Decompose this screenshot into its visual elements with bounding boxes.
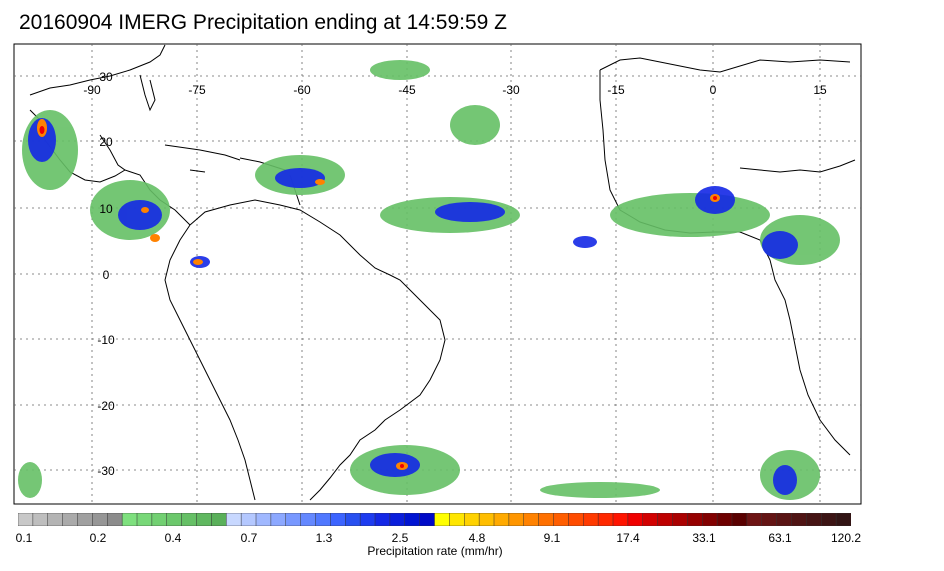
colorbar-tick-label: 33.1	[692, 531, 716, 545]
colorbar-swatch	[181, 513, 198, 526]
colorbar-swatch	[642, 513, 659, 526]
lon-label: -45	[398, 83, 416, 97]
colorbar-swatch	[300, 513, 317, 526]
colorbar-swatch	[523, 513, 540, 526]
precipitation-colorbar	[18, 513, 851, 526]
colorbar-swatch	[597, 513, 614, 526]
colorbar-tick-label: 1.3	[315, 531, 333, 545]
lat-label: -10	[97, 333, 115, 347]
colorbar-swatch	[166, 513, 183, 526]
colorbar-swatch	[404, 513, 421, 526]
colorbar-swatch	[136, 513, 153, 526]
colorbar-swatch	[419, 513, 436, 526]
colorbar-swatch	[226, 513, 242, 526]
colorbar-swatch	[627, 513, 644, 526]
colorbar-swatch	[835, 513, 851, 526]
colorbar-swatch	[657, 513, 674, 526]
colorbar-swatch	[508, 513, 525, 526]
colorbar-swatch	[716, 513, 733, 526]
colorbar-swatch	[211, 513, 227, 526]
colorbar-swatch	[478, 513, 495, 526]
colorbar-swatch	[389, 513, 406, 526]
colorbar-swatch	[612, 513, 629, 526]
precipitation-field	[18, 60, 840, 500]
lat-label: 20	[99, 135, 113, 149]
colorbar-swatch	[330, 513, 346, 526]
colorbar-tick-label: 0.7	[240, 531, 258, 545]
colorbar-tick-label: 17.4	[616, 531, 640, 545]
lon-label: 15	[813, 83, 827, 97]
colorbar-swatch	[776, 513, 793, 526]
lat-label: 30	[99, 70, 113, 84]
colorbar-tick-label: 0.4	[164, 531, 182, 545]
colorbar-swatch	[821, 513, 837, 526]
colorbar-swatch	[806, 513, 822, 526]
lat-label: 10	[99, 202, 113, 216]
colorbar-swatch	[196, 513, 212, 526]
lon-label: -90	[83, 83, 101, 97]
colorbar-swatch	[121, 513, 138, 526]
lon-label: 0	[710, 83, 717, 97]
colorbar-swatch	[270, 513, 287, 526]
colorbar-swatch	[434, 513, 450, 526]
colorbar-swatch	[493, 513, 510, 526]
colorbar-swatch	[374, 513, 391, 526]
colorbar-tick-label: 2.5	[391, 531, 409, 545]
colorbar-swatch	[345, 513, 361, 526]
colorbar-tick-label: 63.1	[768, 531, 792, 545]
lon-label: -15	[607, 83, 625, 97]
colorbar-swatch	[687, 513, 703, 526]
lon-label: -75	[188, 83, 206, 97]
colorbar-swatch	[702, 513, 718, 526]
lon-label: -60	[293, 83, 311, 97]
colorbar-swatch	[538, 513, 555, 526]
colorbar-swatch	[464, 513, 480, 526]
colorbar-swatch	[746, 513, 763, 526]
colorbar-swatch	[315, 513, 331, 526]
colorbar-tick-label: 9.1	[543, 531, 561, 545]
colorbar-tick-label: 0.1	[15, 531, 33, 545]
colorbar-swatch	[151, 513, 168, 526]
colorbar-swatch	[449, 513, 465, 526]
colorbar-swatch	[791, 513, 807, 526]
lat-label: 0	[103, 268, 110, 282]
colorbar-swatch	[285, 513, 302, 526]
map-gridlines	[14, 44, 861, 504]
colorbar-swatch	[255, 513, 272, 526]
colorbar-tick-label: 120.2	[830, 531, 862, 545]
lat-label: -20	[97, 399, 115, 413]
colorbar-swatch	[107, 513, 123, 526]
colorbar-tick-label: 0.2	[89, 531, 107, 545]
colorbar-swatch	[359, 513, 376, 526]
colorbar-swatch	[553, 513, 569, 526]
map-title: 20160904 IMERG Precipitation ending at 1…	[19, 11, 507, 34]
lat-label: -30	[97, 464, 115, 478]
colorbar-swatch	[62, 513, 79, 526]
colorbar-swatch	[77, 513, 93, 526]
colorbar-swatch	[240, 513, 257, 526]
colorbar-swatch	[568, 513, 584, 526]
colorbar-swatch	[731, 513, 748, 526]
colorbar-swatch	[18, 513, 34, 526]
colorbar-tick-label: 4.8	[468, 531, 486, 545]
lon-label: -30	[502, 83, 520, 97]
colorbar-swatch	[32, 513, 49, 526]
colorbar-swatch	[583, 513, 599, 526]
colorbar-swatch	[761, 513, 778, 526]
colorbar-caption: Precipitation rate (mm/hr)	[367, 544, 503, 558]
colorbar-swatch	[92, 513, 108, 526]
colorbar-swatch	[47, 513, 64, 526]
colorbar-swatch	[672, 513, 688, 526]
